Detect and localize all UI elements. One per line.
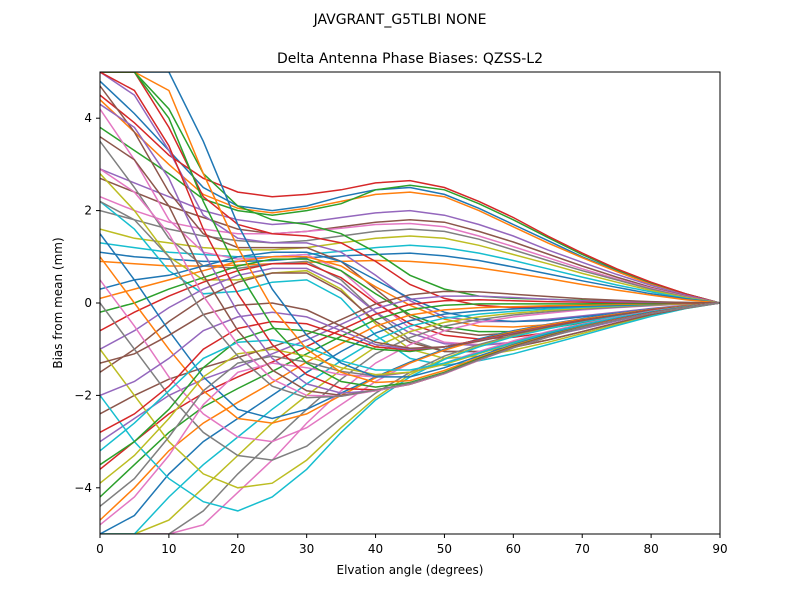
- series-line-5: [100, 168, 720, 304]
- series-line-58: [100, 200, 720, 399]
- series-line-11: [100, 251, 720, 304]
- x-tick-label: 20: [230, 542, 245, 556]
- series-line-9: [100, 228, 720, 304]
- series-line-4: [100, 94, 720, 304]
- x-tick-label: 90: [712, 542, 727, 556]
- y-tick-label: 0: [84, 296, 92, 310]
- x-tick-label: 50: [437, 542, 452, 556]
- series-line-50: [100, 302, 720, 452]
- series-line-6: [100, 177, 720, 304]
- y-tick-label: 4: [84, 111, 92, 125]
- x-axis: 0 10 20 30 40 50 60 70 80 90: [96, 534, 728, 556]
- chart-title: Delta Antenna Phase Biases: QZSS-L2: [277, 51, 543, 67]
- series-line-34: [100, 299, 720, 470]
- y-axis-label: Bias from mean (mm): [51, 237, 65, 368]
- series-line-1: [100, 80, 720, 304]
- series-line-15: [100, 72, 720, 323]
- series-line-8: [100, 209, 720, 304]
- x-tick-label: 70: [575, 542, 590, 556]
- x-axis-label: Elvation angle (degrees): [337, 563, 484, 577]
- series-line-20: [100, 200, 720, 367]
- series-layer: [100, 72, 720, 534]
- y-tick-label: 2: [84, 204, 92, 218]
- series-line-28: [100, 302, 720, 534]
- series-line-35: [100, 295, 720, 443]
- series-line-49: [100, 302, 720, 484]
- figure-suptitle: JAVGRANT_G5TLBI NONE: [313, 12, 487, 28]
- series-line-25: [100, 267, 720, 350]
- y-axis: −4 −2 0 2 4: [74, 111, 100, 495]
- series-line-3: [100, 126, 720, 304]
- series-line-10: [100, 242, 720, 304]
- x-tick-label: 80: [643, 542, 658, 556]
- series-line-40: [100, 302, 720, 512]
- series-line-32: [100, 302, 720, 521]
- x-tick-label: 60: [506, 542, 521, 556]
- series-line-39: [100, 302, 720, 489]
- x-tick-label: 10: [161, 542, 176, 556]
- series-line-2: [100, 99, 720, 304]
- x-tick-label: 40: [368, 542, 383, 556]
- series-line-26: [100, 272, 720, 373]
- x-tick-label: 30: [299, 542, 314, 556]
- series-line-31: [100, 302, 720, 534]
- y-tick-label: −2: [74, 388, 92, 402]
- y-tick-label: −4: [74, 481, 92, 495]
- series-line-33: [100, 302, 720, 498]
- x-tick-label: 0: [96, 542, 104, 556]
